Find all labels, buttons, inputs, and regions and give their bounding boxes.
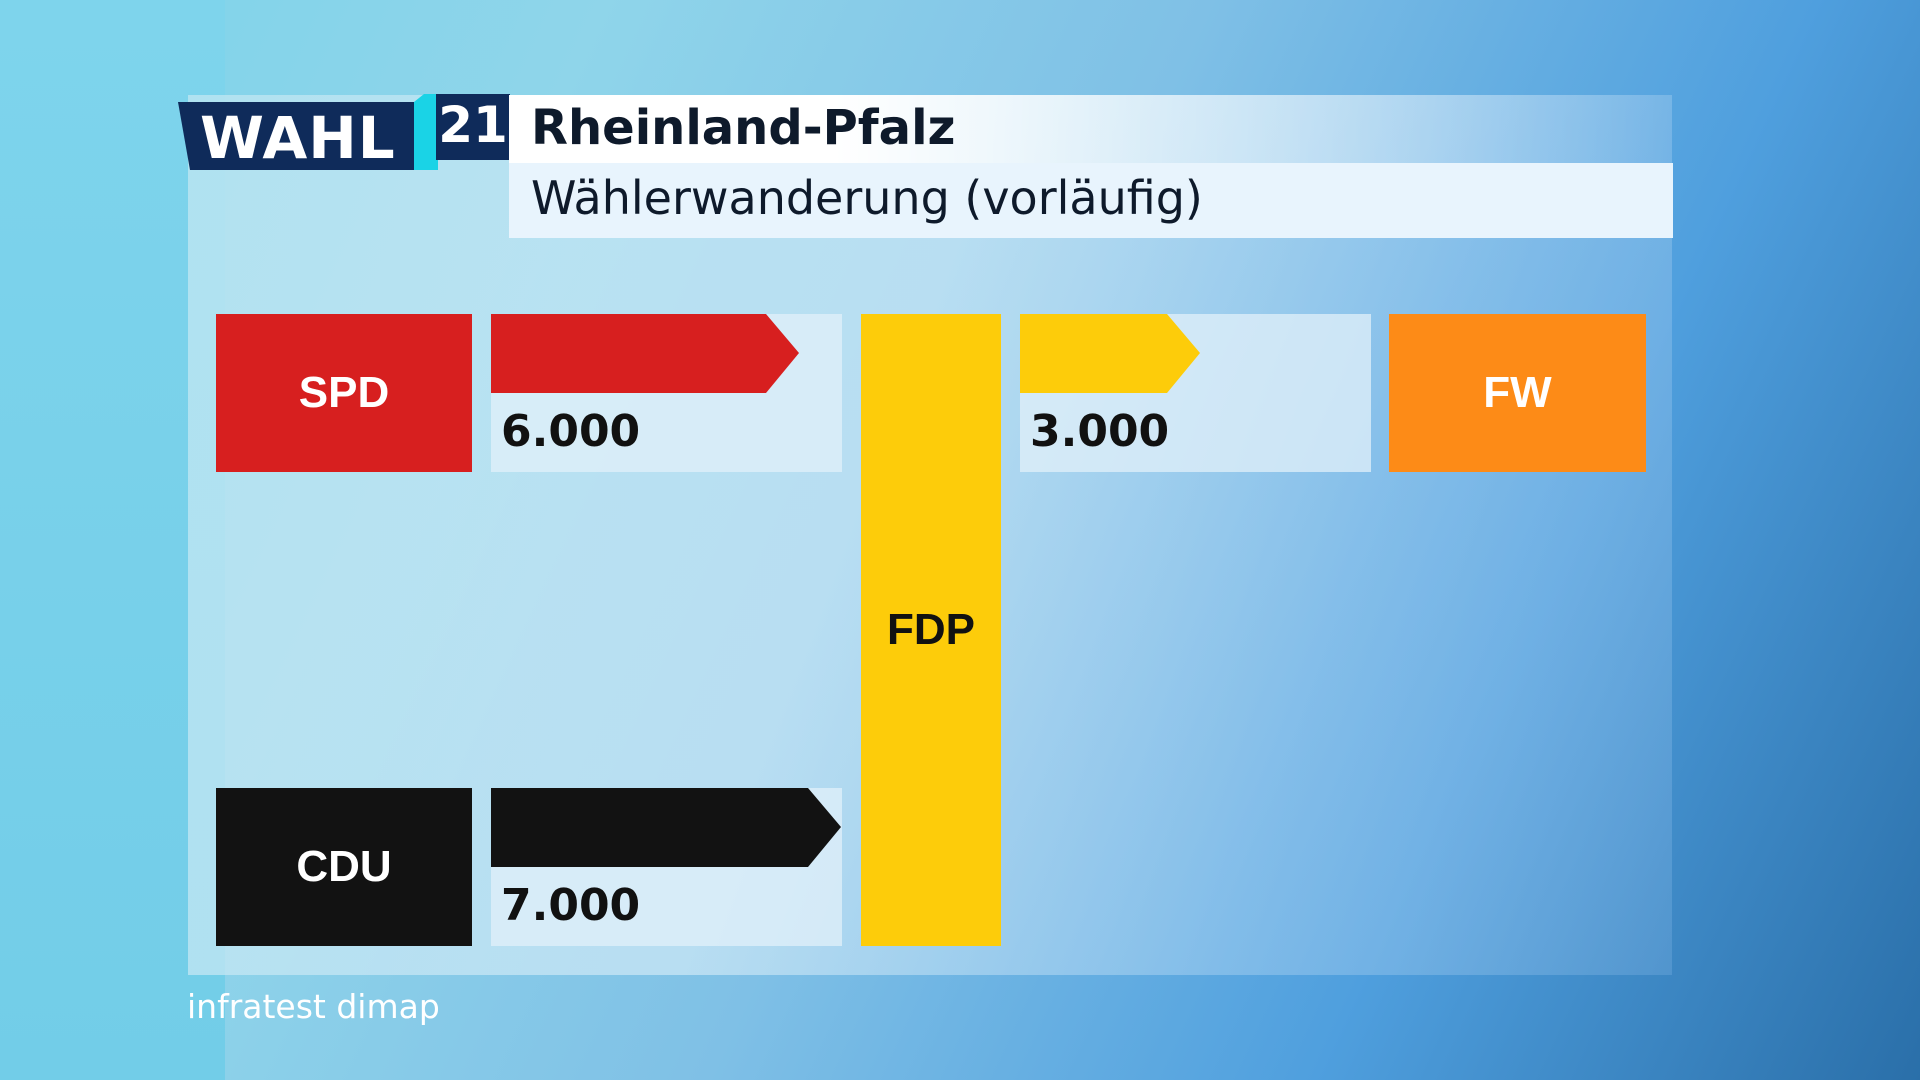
party-label-cdu: CDU [296, 842, 392, 891]
party-label-spd: SPD [298, 368, 390, 417]
flow-value-spd-fdp: 6.000 [501, 406, 641, 457]
party-box-spd: SPD [216, 314, 472, 472]
flow-value-fdp-fw: 3.000 [1030, 406, 1170, 457]
flow-arrow-spd-fdp [491, 314, 799, 393]
flow-value-cdu-fdp: 7.000 [501, 880, 641, 931]
logo-year-box: 21 [436, 94, 510, 160]
flow-arrow-fdp-fw [1020, 314, 1200, 393]
page-subtitle: Wählerwanderung (vorläufig) [531, 171, 1203, 225]
title-bar: Rheinland-Pfalz [509, 95, 1673, 163]
logo-word: WAHL [200, 104, 396, 172]
source-credit: infratest dimap [187, 987, 440, 1026]
party-label-fdp: FDP [887, 605, 975, 654]
logo-cyan-accent [414, 94, 438, 170]
party-box-cdu: CDU [216, 788, 472, 946]
flow-arrow-cdu-fdp [491, 788, 841, 867]
party-label-fw: FW [1483, 368, 1552, 417]
logo-year: 21 [438, 96, 508, 154]
party-box-fw: FW [1389, 314, 1646, 472]
subtitle-bar: Wählerwanderung (vorläufig) [509, 163, 1673, 238]
page-title: Rheinland-Pfalz [531, 100, 956, 156]
background-left-strip [0, 0, 225, 1080]
party-box-fdp: FDP [861, 314, 1001, 946]
